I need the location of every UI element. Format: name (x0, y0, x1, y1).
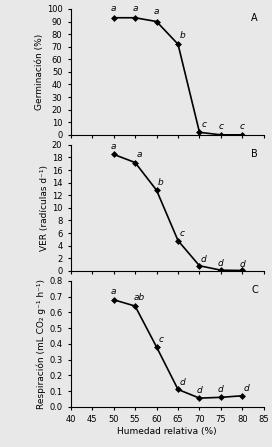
Text: a: a (111, 287, 116, 296)
Text: a: a (137, 150, 142, 160)
Text: d: d (218, 385, 224, 395)
Text: d: d (180, 378, 185, 387)
Text: d: d (244, 384, 249, 393)
Text: B: B (251, 149, 258, 159)
Text: c: c (240, 122, 245, 131)
Text: b: b (180, 31, 185, 40)
Text: a: a (111, 4, 116, 13)
Text: d: d (201, 255, 207, 264)
Y-axis label: Respiración (mL CO₂ g⁻¹ h⁻¹): Respiración (mL CO₂ g⁻¹ h⁻¹) (37, 279, 46, 409)
Text: c: c (218, 122, 223, 131)
Text: d: d (218, 259, 224, 268)
Text: C: C (251, 285, 258, 295)
Text: c: c (180, 229, 185, 238)
Text: a: a (111, 142, 116, 151)
Text: a: a (154, 8, 159, 17)
Text: c: c (158, 335, 163, 344)
Text: b: b (158, 178, 164, 187)
Text: A: A (251, 13, 258, 23)
Text: a: a (132, 4, 138, 13)
Text: ab: ab (134, 293, 145, 302)
Y-axis label: Germinación (%): Germinación (%) (35, 34, 44, 110)
Text: d: d (240, 260, 245, 269)
Text: c: c (201, 119, 206, 129)
Text: d: d (197, 386, 202, 395)
Y-axis label: VER (radículas d⁻¹): VER (radículas d⁻¹) (40, 165, 49, 251)
X-axis label: Humedad relativa (%): Humedad relativa (%) (118, 427, 217, 436)
